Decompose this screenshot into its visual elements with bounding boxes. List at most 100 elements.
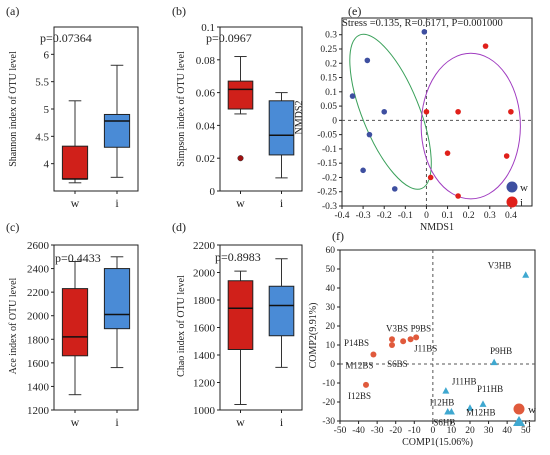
x-tick-label: -0.3 — [356, 211, 371, 221]
y-tick-label: 0.06 — [196, 88, 216, 100]
x-tick-label: -0.4 — [334, 211, 349, 221]
y-tick-label: -10 — [322, 379, 335, 389]
nmds-point-i — [503, 153, 510, 159]
nmds-point-w — [364, 57, 371, 64]
sample-label: P11HB — [477, 384, 503, 394]
x-tick-label: -50 — [334, 426, 347, 436]
pca-point-w — [370, 351, 377, 358]
y-tick-label: 2200 — [193, 240, 216, 252]
legend-label-w: w — [520, 182, 528, 194]
nmds-point-w — [366, 131, 373, 138]
sample-label: M12HB — [466, 408, 496, 418]
nmds-point-w — [381, 108, 388, 115]
nmds-point-i — [455, 108, 461, 115]
nmds-point-i — [423, 108, 430, 115]
y-tick-label: 2000 — [27, 311, 50, 323]
pca-point-i — [447, 408, 455, 415]
panel-c-pvalue: p=0.4433 — [55, 251, 101, 265]
panel-f-tag: (f) — [332, 229, 344, 243]
panel-f: (f) -30 -20 -10 0 10 20 30 40 50 60 -50 -40 -30 -20 -1… — [308, 229, 536, 448]
pca-point-w — [389, 342, 395, 348]
y-tick-label: 1600 — [27, 358, 50, 370]
panel-c: (c) p=0.4433 Ace index of OTU level 1200… — [6, 220, 139, 429]
panel-e: (e) Stress =0.135, R=0.6171, P=0.001000 … — [294, 4, 533, 233]
y-tick-label: 5 — [44, 104, 50, 116]
x-tick-label: 0 — [424, 211, 429, 221]
panel-e-stats: Stress =0.135, R=0.6171, P=0.001000 — [342, 18, 503, 29]
pca-point-i — [522, 271, 530, 278]
box-w — [61, 288, 89, 357]
y-tick-label: 20 — [326, 322, 336, 332]
box-plot-d: 1000 1200 1400 1600 1800 2000 2200 w i — [193, 240, 303, 429]
x-tick-label: 50 — [521, 426, 531, 436]
x-tick-label: 0.4 — [505, 211, 517, 221]
box-plot-c: 1200 1400 1600 1800 2000 2200 2400 2600 w i — [27, 240, 139, 429]
panel-d-pvalue: p=0.8983 — [215, 250, 261, 264]
x-tick-label: 10 — [447, 426, 457, 436]
x-tick-label: -0.2 — [377, 211, 392, 221]
panel-b-pvalue: p=0.0967 — [206, 31, 252, 45]
box-w — [61, 145, 89, 180]
sample-label: P9BS — [411, 323, 432, 333]
nmds-point-i — [427, 174, 434, 181]
nmds-point-i — [508, 108, 514, 115]
sample-label: P14BS — [344, 338, 369, 348]
sample-label: J11BS — [414, 343, 437, 353]
nmds-point-w — [391, 186, 398, 192]
nmds-point-w — [349, 93, 356, 99]
pca-point-i — [479, 400, 487, 407]
confidence-ellipse-w — [349, 33, 432, 190]
y-tick-label: 10 — [326, 341, 336, 351]
y-tick-label: 0.02 — [196, 153, 215, 165]
y-tick-label: -0.15 — [317, 159, 337, 169]
x-tick-label: w — [71, 415, 80, 429]
legend-marker-w — [513, 403, 525, 415]
panel-d: (d) p=0.8983 Chao index of OTU level 100… — [172, 220, 303, 429]
legend-marker-w — [506, 181, 518, 193]
y-tick-label: 40 — [326, 284, 336, 294]
y-axis-label: NMDS2 — [294, 101, 305, 135]
sample-label: S6BS — [387, 359, 408, 369]
panel-a-pvalue: p=0.07364 — [40, 31, 92, 45]
box-w — [227, 80, 254, 110]
plot-frame — [341, 17, 533, 207]
y-tick-label: 0.2 — [325, 59, 337, 69]
pca-point-i — [442, 387, 450, 394]
nmds-point-i — [482, 43, 489, 49]
panel-d-ylabel: Chao index of OTU level — [176, 275, 187, 377]
panel-b: (b) p=0.0967 Simpson index of OTU level … — [172, 4, 303, 210]
sample-label: M12BS — [345, 361, 373, 371]
pca-plot: -30 -20 -10 0 10 20 30 40 50 60 -50 -40 -30 -20 -10 0 10… — [308, 246, 536, 448]
box-plot-a: 4 4.5 5 5.5 6 w i — [35, 26, 139, 210]
x-tick-label: 20 — [465, 426, 475, 436]
sample-label: I12BS — [348, 391, 371, 401]
y-tick-label: 0.15 — [320, 74, 337, 84]
panel-a-tag: (a) — [6, 4, 19, 18]
y-tick-label: 0 — [332, 116, 337, 126]
y-tick-label: 0.1 — [201, 22, 215, 34]
x-tick-label: 0 — [430, 426, 435, 436]
y-tick-label: 1800 — [193, 295, 216, 307]
box-i — [268, 285, 295, 337]
pca-point-w — [389, 336, 395, 343]
panel-e-tag: (e) — [348, 4, 361, 18]
nmds-plot: 0.3 0.25 0.2 0.15 0.1 0.05 0 -0.05 -0.1 -0.15 -0.2… — [294, 17, 533, 233]
y-tick-label: 1200 — [193, 378, 216, 390]
legend-label-i: i — [528, 418, 531, 430]
x-tick-label: -10 — [408, 426, 421, 436]
nmds-point-i — [455, 193, 461, 199]
box-plot-b: 0 0.02 0.04 0.06 0.08 0.1 w i — [196, 22, 303, 210]
y-tick-label: 4 — [44, 159, 50, 171]
y-tick-label: 0.3 — [325, 31, 337, 41]
y-tick-label: 0.04 — [196, 120, 216, 132]
x-tick-label: i — [280, 415, 284, 429]
pca-point-w — [407, 336, 414, 343]
panel-c-tag: (c) — [6, 220, 19, 234]
legend-marker-i — [513, 416, 525, 426]
x-tick-label: 0.1 — [442, 211, 454, 221]
y-tick-label: 2400 — [27, 264, 50, 276]
x-tick-label: w — [236, 196, 245, 210]
x-tick-label: 0.3 — [484, 211, 496, 221]
legend-marker-i — [506, 196, 518, 208]
